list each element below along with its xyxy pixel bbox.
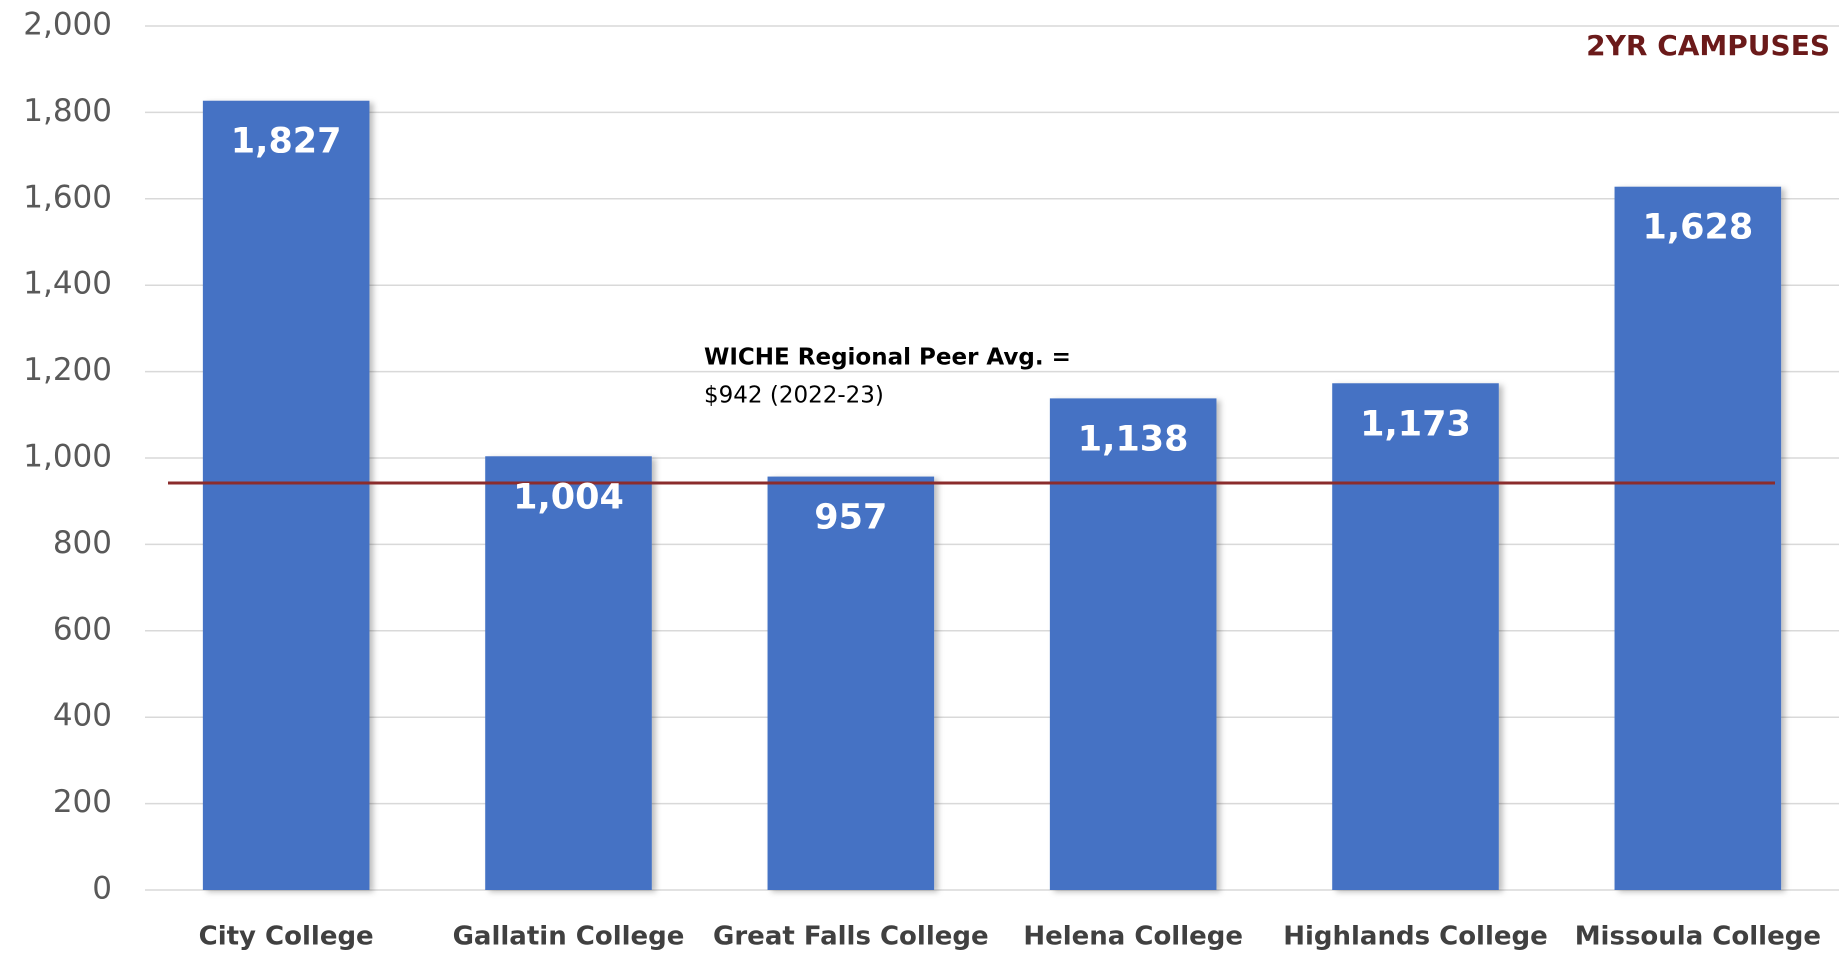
- bar: [1049, 398, 1217, 890]
- reference-annotation: $942 (2022-23): [704, 383, 884, 409]
- x-tick-label: Great Falls College: [713, 922, 989, 952]
- bar: [1332, 383, 1499, 890]
- x-tick-label: Helena College: [1023, 922, 1243, 952]
- y-tick-label: 1,800: [23, 93, 112, 129]
- y-tick-label: 1,200: [23, 352, 112, 388]
- y-tick-label: 2,000: [23, 7, 112, 43]
- x-tick-label: Missoula College: [1575, 922, 1821, 952]
- bar: [202, 100, 370, 890]
- y-tick-label: 1,400: [23, 266, 112, 302]
- x-tick-label: Gallatin College: [453, 922, 685, 952]
- data-label: 1,173: [1360, 404, 1471, 444]
- y-tick-label: 400: [53, 698, 112, 734]
- x-tick-label: Highlands College: [1283, 922, 1548, 952]
- y-tick-label: 1,600: [23, 179, 112, 215]
- data-label: 957: [814, 498, 887, 538]
- x-tick-label: City College: [199, 922, 374, 952]
- data-label: 1,138: [1078, 419, 1189, 459]
- y-tick-label: 1,000: [23, 439, 112, 475]
- y-tick-label: 800: [53, 525, 112, 561]
- y-tick-label: 200: [53, 784, 112, 820]
- y-tick-label: 600: [53, 611, 112, 647]
- data-label: 1,628: [1642, 208, 1753, 248]
- bar: [485, 456, 652, 890]
- reference-annotation: WICHE Regional Peer Avg. =: [704, 345, 1071, 371]
- bar: [767, 476, 935, 890]
- bar: [1614, 186, 1782, 891]
- subtitle: 2YR CAMPUSES: [1586, 29, 1830, 62]
- y-tick-label: 0: [92, 871, 112, 907]
- data-label: 1,004: [513, 477, 624, 517]
- data-label: 1,827: [231, 122, 342, 162]
